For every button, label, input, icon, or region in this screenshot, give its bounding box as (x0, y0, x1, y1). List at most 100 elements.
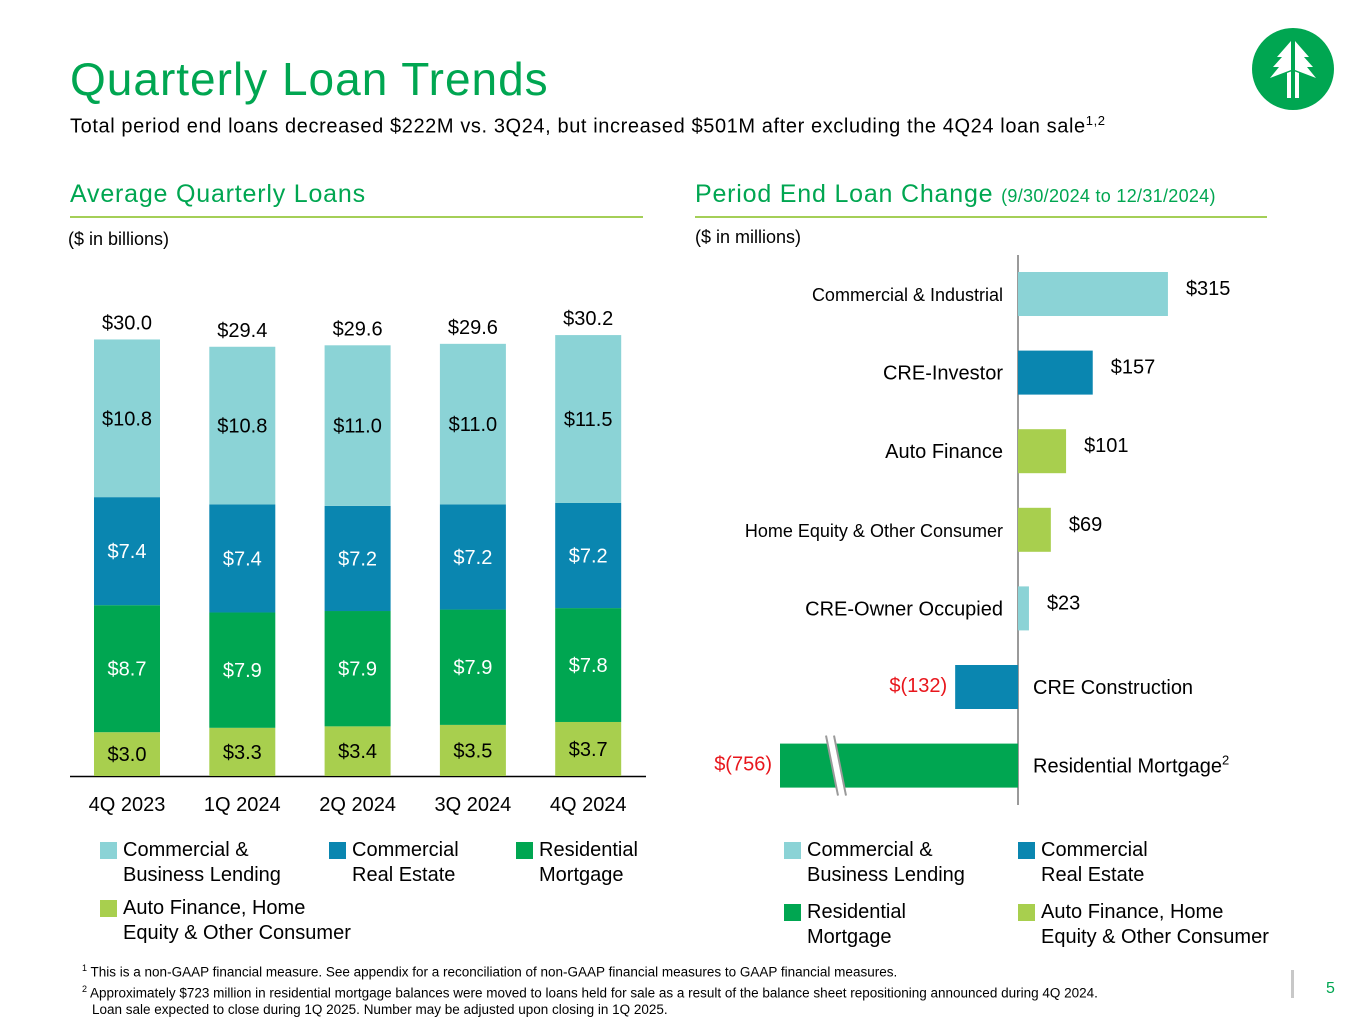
legend-label: Auto Finance, Home Equity & Other Consum… (1041, 901, 1269, 948)
value-label: $23 (1047, 592, 1080, 614)
data-label: $10.8 (217, 416, 267, 438)
data-label: $7.9 (453, 657, 492, 679)
bar-segment (555, 335, 622, 503)
avg-loans-title: Average Quarterly Loans (70, 180, 366, 208)
period-change-unit: ($ in millions) (695, 227, 802, 247)
period-change-date-range: (9/30/2024 to 12/31/2024) (1001, 186, 1216, 206)
bar-segment (324, 345, 391, 506)
avg-loans-rule (70, 216, 643, 218)
bar-segment (209, 504, 276, 613)
period-change-legend: Commercial & Business Lending Commercial… (784, 838, 1304, 953)
data-label: $7.4 (108, 541, 147, 563)
period-change-rule (695, 216, 1267, 218)
category-label: Auto Finance (885, 441, 1003, 463)
bar (1018, 507, 1051, 552)
category-label: Residential Mortgage2 (1033, 753, 1229, 778)
value-label: $(132) (889, 675, 947, 697)
legend-label: Commercial & Business Lending (123, 839, 281, 886)
bar-segment (555, 721, 622, 776)
category-label: CRE-Owner Occupied (805, 598, 1003, 620)
category-label: CRE-Investor (883, 363, 1003, 385)
x-tick-label: 3Q 2024 (435, 794, 512, 816)
bar-segment (94, 605, 160, 733)
data-label: $7.9 (223, 660, 262, 682)
total-label: $29.4 (217, 320, 267, 342)
period-change-title-text: Period End Loan Change (695, 180, 994, 208)
slide-subtitle: Total period end loans decreased $222M v… (70, 113, 1106, 139)
legend-swatch (1018, 904, 1035, 921)
legend-item-consumer: Auto Finance, Home Equity & Other Consum… (1018, 900, 1269, 950)
value-label: $315 (1186, 278, 1231, 300)
bar-segment (439, 343, 506, 505)
bar-segment (324, 505, 391, 612)
data-label: $3.4 (338, 741, 377, 763)
total-label: $29.6 (333, 318, 383, 340)
axis-break-line (825, 735, 839, 796)
bar-segment (209, 612, 276, 728)
data-label: $11.0 (333, 416, 382, 438)
legend-item-consumer: Auto Finance, Home Equity & Other Consum… (100, 896, 351, 946)
value-label: $157 (1111, 357, 1156, 379)
bar (1018, 350, 1093, 395)
footnote-1: 1 This is a non-GAAP financial measure. … (82, 960, 1098, 981)
bar-segment (324, 726, 391, 776)
data-label: $7.9 (338, 659, 377, 681)
legend-swatch (1018, 842, 1035, 859)
total-label: $30.0 (102, 312, 152, 334)
footnotes: 1 This is a non-GAAP financial measure. … (82, 960, 1098, 1018)
footnote-text: This is a non-GAAP financial measure. Se… (90, 964, 898, 980)
value-label: $(756) (714, 754, 772, 776)
x-tick-label: 4Q 2024 (550, 794, 627, 816)
legend-item-rm: Residential Mortgage (784, 900, 906, 950)
bar (780, 743, 1018, 788)
avg-loans-unit: ($ in billions) (68, 229, 170, 249)
bar (1018, 272, 1168, 316)
data-label: $7.2 (453, 547, 492, 569)
page-number: 5 (1326, 980, 1335, 997)
legend-swatch (516, 842, 533, 859)
x-tick-label: 2Q 2024 (319, 794, 396, 816)
legend-label: Residential Mortgage (539, 839, 638, 886)
data-label: $11.5 (564, 409, 613, 431)
axis-break-line (833, 735, 847, 796)
bar (1018, 429, 1067, 474)
data-label: $7.4 (223, 548, 262, 570)
data-label: $11.0 (449, 414, 498, 436)
category-label: Commercial & Industrial (812, 285, 1003, 305)
avg-loans-legend: Commercial & Business Lending Commercial… (100, 838, 660, 948)
footnote-text: Approximately $723 million in residentia… (90, 985, 1098, 1000)
legend-swatch (784, 904, 801, 921)
footnote-marker: 2 (82, 983, 88, 994)
legend-label: Auto Finance, Home Equity & Other Consum… (123, 897, 351, 944)
bar-segment (439, 609, 506, 725)
legend-swatch (100, 900, 117, 917)
data-label: $7.2 (569, 546, 608, 568)
legend-item-cre: Commercial Real Estate (1018, 838, 1148, 888)
data-label: $7.2 (338, 548, 377, 570)
bar-segment (324, 611, 391, 727)
total-label: $30.2 (563, 308, 613, 330)
total-label: $29.6 (448, 317, 498, 339)
legend-swatch (784, 842, 801, 859)
legend-label: Residential Mortgage (807, 901, 906, 948)
data-label: $10.8 (102, 408, 152, 430)
bar-segment (209, 346, 276, 505)
category-label: CRE Construction (1033, 677, 1193, 699)
bar (1018, 586, 1029, 631)
x-tick-label: 1Q 2024 (204, 794, 281, 816)
bar-segment (555, 608, 622, 722)
value-label: $69 (1069, 514, 1102, 536)
footnote-2-continued: Loan sale expected to close during 1Q 20… (82, 1001, 1098, 1018)
data-label: $7.8 (569, 655, 608, 677)
legend-label: Commercial Real Estate (1041, 839, 1148, 886)
legend-swatch (100, 842, 117, 859)
category-label: Home Equity & Other Consumer (745, 521, 1003, 541)
slide-title: Quarterly Loan Trends (70, 53, 549, 105)
bar (955, 665, 1018, 709)
subtitle-footnote-ref: 1,2 (1085, 113, 1106, 128)
legend-item-cbl: Commercial & Business Lending (100, 838, 281, 888)
legend-item-rm: Residential Mortgage (516, 838, 638, 888)
bar-segment (94, 339, 160, 498)
bar-segment (439, 724, 506, 776)
data-label: $3.3 (223, 742, 262, 764)
